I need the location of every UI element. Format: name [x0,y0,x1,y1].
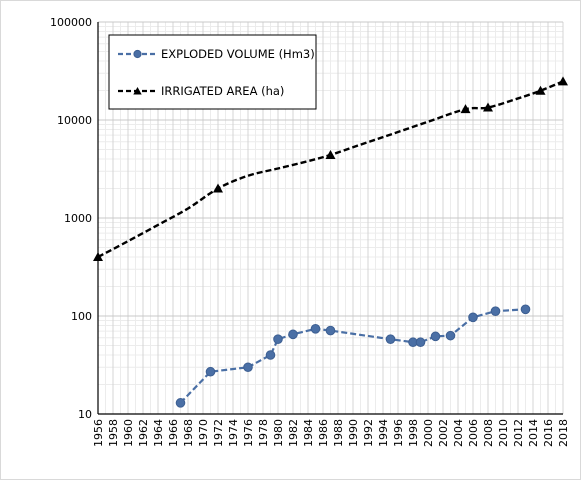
exploded-volume-point [265,350,276,360]
irrigated-area-point [483,102,493,112]
x-tick-label: 1978 [257,419,270,447]
exploded-volume-point [310,324,321,334]
legend: EXPLODED VOLUME (Hm3) IRRIGATED AREA (ha… [108,34,317,110]
x-tick-label: 2006 [467,419,480,447]
x-tick-label: 1980 [272,419,285,447]
y-tick-label: 10000 [57,114,92,127]
x-tick-label: 1990 [347,419,360,447]
legend-marker-volume [133,49,142,59]
x-tick-label: 1984 [302,419,315,447]
y-tick-label: 10 [78,408,92,421]
x-tick-label: 2018 [557,419,570,447]
x-tick-label: 1970 [197,419,210,447]
exploded-volume-point [273,334,283,344]
x-tick-labels: 1956 1958 1960 1962 1964 1966 1968 1970 1972 1974… [92,419,570,447]
x-tick-label: 1998 [407,419,420,447]
x-tick-label: 2010 [497,419,510,447]
x-tick-label: 1962 [137,419,150,447]
x-tick-label: 1986 [317,419,330,447]
x-tick-label: 1958 [107,419,120,447]
x-tick-label: 2000 [422,419,435,447]
x-tick-label: 1960 [122,419,135,447]
exploded-volume-point [288,329,298,340]
exploded-volume-point [325,325,336,336]
x-tick-label: 1974 [227,419,240,447]
legend-marker-area [133,87,142,95]
legend-label-area: IRRIGATED AREA (ha) [161,84,284,98]
x-tick-label: 2014 [527,419,540,447]
series-exploded-volume [175,304,531,408]
x-tick-label: 2002 [437,419,450,447]
x-tick-label: 2016 [542,419,555,447]
x-tick-label: 1992 [362,419,375,447]
x-tick-label: 1968 [182,419,195,447]
exploded-volume-point [385,334,396,344]
x-tick-label: 1994 [377,419,390,447]
series-irrigated-area [93,76,568,261]
irrigated-area-point [535,85,546,95]
irrigated-area-point [325,149,336,159]
axes [97,22,563,415]
x-tick-label: 1996 [392,419,405,447]
exploded-volume-line [179,308,526,404]
x-tick-label: 2008 [482,419,495,447]
irrigated-area-point [213,183,223,193]
exploded-volume-point [175,398,186,408]
y-tick-labels: 10 100 1000 10000 100000 [50,16,92,421]
exploded-volume-point [205,366,216,377]
x-tick-label: 1964 [152,419,165,447]
x-tick-label: 1966 [167,419,180,447]
x-tick-label: 1972 [212,419,225,447]
x-tick-label: 2004 [452,419,465,447]
irrigated-area-point [93,251,103,261]
y-tick-label: 100000 [50,16,92,29]
exploded-volume-point [243,362,253,373]
y-tick-label: 1000 [64,212,92,225]
exploded-volume-point [430,331,441,342]
exploded-volume-point [520,304,531,315]
exploded-volume-point [415,337,426,348]
exploded-volume-point [468,312,478,323]
exploded-volume-point [490,306,501,316]
x-tick-label: 1982 [287,419,300,447]
x-tick-label: 1956 [92,419,105,447]
x-tick-label: 2012 [512,419,525,447]
legend-label-volume: EXPLODED VOLUME (Hm3) [161,47,315,61]
y-tick-label: 100 [71,310,92,323]
x-tick-label: 1976 [242,419,255,447]
exploded-volume-point [445,330,456,341]
irrigated-area-point [558,76,568,86]
x-tick-label: 1988 [332,419,345,447]
irrigated-area-point [460,104,471,114]
legend-box [108,34,317,110]
